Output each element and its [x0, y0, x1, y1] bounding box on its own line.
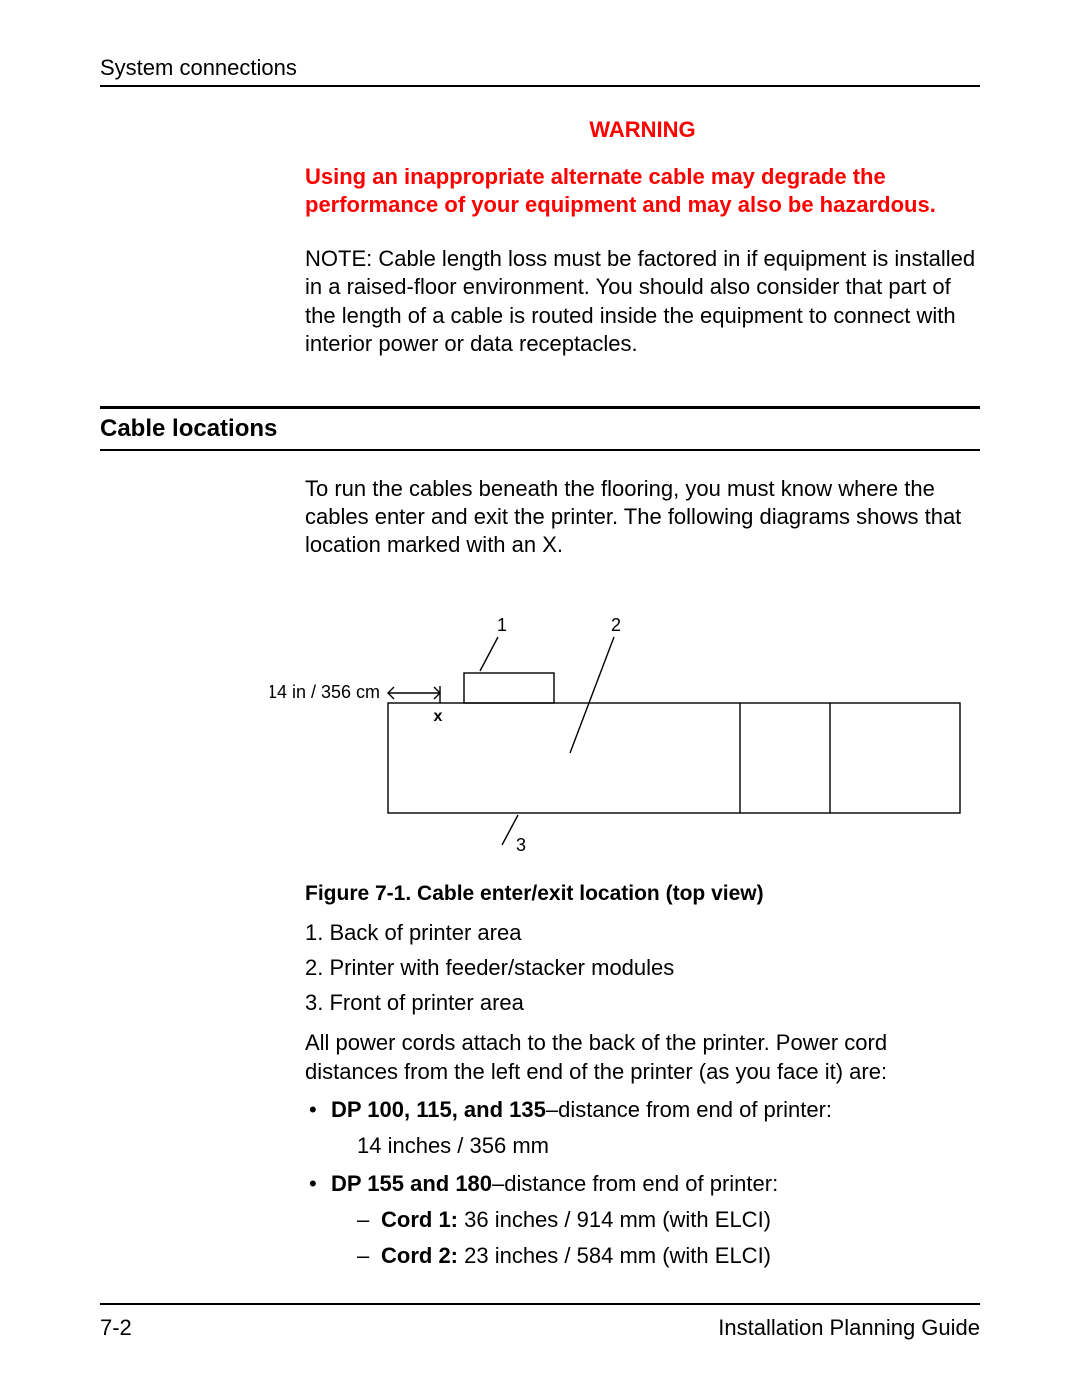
dim-label: 14 in / 356 cm — [270, 682, 380, 702]
model-label: DP 155 and 180 — [331, 1171, 492, 1196]
legend-item: 2. Printer with feeder/stacker modules — [305, 951, 980, 984]
after-legend-text: All power cords attach to the back of th… — [305, 1029, 980, 1085]
cord-item: Cord 2: 23 inches / 584 mm (with ELCI) — [357, 1242, 980, 1270]
cord-label: Cord 1: — [381, 1207, 458, 1232]
callout-2: 2 — [611, 615, 621, 635]
model-label: DP 100, 115, and 135 — [331, 1097, 546, 1122]
legend-item: 3. Front of printer area — [305, 986, 980, 1019]
x-mark: x — [434, 708, 443, 725]
page-footer: 7-2 Installation Planning Guide — [100, 1303, 980, 1341]
figure-caption: Figure 7-1. Cable enter/exit location (t… — [305, 882, 980, 906]
distance-list: DP 100, 115, and 135–distance from end o… — [305, 1096, 980, 1271]
cord-list: Cord 1: 36 inches / 914 mm (with ELCI) C… — [357, 1206, 980, 1270]
page-number: 7-2 — [100, 1315, 132, 1341]
cord-value: 23 inches / 584 mm (with ELCI) — [458, 1243, 771, 1268]
running-header: System connections — [100, 55, 980, 87]
doc-title: Installation Planning Guide — [718, 1315, 980, 1341]
legend-item: 1. Back of printer area — [305, 916, 980, 949]
distance-item: DP 155 and 180–distance from end of prin… — [305, 1170, 980, 1270]
note-text: NOTE: Cable length loss must be factored… — [305, 245, 980, 358]
cord-label: Cord 2: — [381, 1243, 458, 1268]
callout-3: 3 — [516, 835, 526, 853]
model-text: –distance from end of printer: — [546, 1097, 832, 1122]
warning-body: Using an inappropriate alternate cable m… — [305, 163, 980, 219]
cord-value: 36 inches / 914 mm (with ELCI) — [458, 1207, 771, 1232]
callout-1: 1 — [497, 615, 507, 635]
warning-title: WARNING — [305, 117, 980, 143]
figure-legend: 1. Back of printer area 2. Printer with … — [305, 916, 980, 1019]
section-divider — [100, 406, 980, 409]
model-text: –distance from end of printer: — [492, 1171, 778, 1196]
distance-item: DP 100, 115, and 135–distance from end o… — [305, 1096, 980, 1160]
section-title: Cable locations — [100, 415, 980, 451]
figure-diagram: 14 in / 356 cm x 1 2 3 — [100, 593, 980, 858]
cord-item: Cord 1: 36 inches / 914 mm (with ELCI) — [357, 1206, 980, 1234]
distance-value: 14 inches / 356 mm — [357, 1132, 980, 1160]
section-intro: To run the cables beneath the flooring, … — [305, 475, 980, 559]
